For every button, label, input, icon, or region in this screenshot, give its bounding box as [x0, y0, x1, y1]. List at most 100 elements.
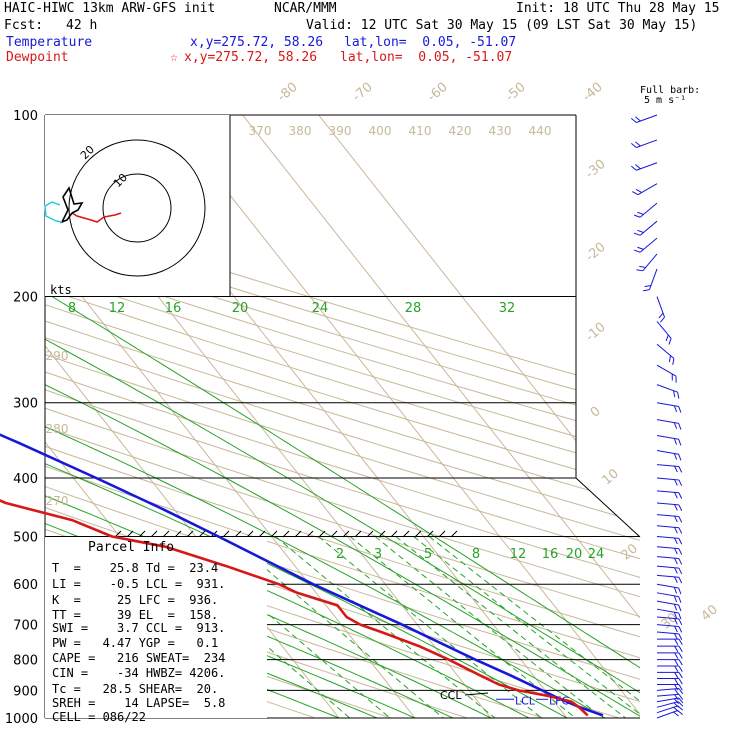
wind-barb-flag: [678, 454, 682, 461]
theta-label: 380: [289, 124, 312, 138]
wind-barb-staff: [656, 449, 679, 455]
barb-legend-title: Full barb:: [640, 85, 701, 96]
wind-barb-flag: [678, 665, 683, 672]
wind-barb-flag: [678, 684, 683, 691]
hodograph-trace-upper: [44, 201, 63, 223]
wind-barb-flag: [678, 638, 683, 646]
wind-barb-staff: [639, 220, 658, 236]
isotherm-label: 40: [699, 602, 721, 624]
parcel-row: Tc = 28.5 SHEAR= 20.: [52, 682, 219, 696]
hatch-mark: [318, 530, 326, 538]
wind-barb-staff: [656, 525, 679, 529]
dry-adiabat-line: [45, 115, 640, 718]
hatch-mark: [174, 530, 182, 538]
barb-legend-units: 5 m s⁻¹: [644, 95, 687, 106]
wind-barb-flag: [668, 355, 671, 363]
pressure-label: 400: [13, 472, 38, 487]
legend-dewpoint: Dewpoint: [6, 50, 69, 65]
dry-adiabat-line: [45, 115, 468, 718]
parcel-row: T = 25.8 Td = 23.4: [52, 561, 219, 575]
isotherm-label: -40: [580, 80, 606, 105]
wind-barb-flag: [630, 165, 637, 171]
dry-adiabat-line: [45, 115, 640, 718]
hodograph-trace-low: [71, 212, 122, 223]
mixing-ratio-label: 20: [232, 301, 249, 316]
isotherm-label: -50: [503, 80, 529, 105]
hatch-mark: [306, 530, 314, 538]
mixing-ratio-label: 28: [405, 301, 422, 316]
wind-barb-staff: [649, 268, 658, 290]
legend-temperature: Temperature: [6, 35, 93, 50]
hatch-mark: [246, 530, 254, 538]
wind-barb-flag: [678, 604, 682, 612]
wind-barb-flag: [678, 652, 683, 659]
lfc-label: LFC: [549, 694, 569, 707]
hatch-mark: [330, 530, 338, 538]
hatch-mark: [186, 530, 194, 538]
wind-barb-staff: [656, 343, 675, 359]
wind-barb-flag: [674, 479, 678, 486]
theta-label-left: 280: [46, 422, 69, 436]
mixing-ratio-label: 20: [566, 547, 583, 562]
hodograph-trace-mid: [60, 186, 84, 224]
wind-barb-flag: [674, 504, 678, 511]
wind-barb-staff: [642, 253, 658, 272]
mixing-ratio-line: [395, 536, 626, 718]
mixing-ratio-label: 8: [472, 547, 480, 562]
wind-barb-staff: [636, 162, 658, 171]
wind-barb-flag: [674, 618, 678, 625]
header-model: HAIC-HIWC 13km ARW-GFS init: [4, 1, 216, 16]
wind-barb-staff: [656, 384, 678, 393]
mixing-ratio-label: 12: [510, 547, 527, 562]
hatch-mark: [198, 530, 206, 538]
hatch-mark: [414, 530, 422, 538]
theta-label: 420: [449, 124, 472, 138]
wind-barb-flag: [678, 479, 683, 487]
wind-barb-flag: [632, 191, 639, 196]
isotherm-label: -20: [583, 240, 609, 265]
hodograph-bg: [45, 115, 230, 296]
wind-barb-flag: [678, 596, 682, 603]
wind-barb-flag: [678, 633, 683, 640]
wind-barb-flag: [674, 465, 678, 473]
wind-barb-staff: [656, 514, 679, 518]
wind-barb-flag: [637, 229, 644, 233]
wind-barb-flag: [673, 422, 678, 429]
dry-adiabat-line: [45, 115, 640, 718]
wind-barb-staff: [656, 464, 679, 468]
wind-barb-flag: [678, 612, 682, 620]
wind-barb-flag: [635, 116, 641, 122]
dewpoint-xy: x,y=275.72, 58.26: [184, 50, 318, 65]
pressure-label: 100: [13, 109, 38, 124]
pressure-label: 600: [13, 578, 38, 593]
wind-barb-flag: [674, 492, 678, 499]
wind-barb-flag: [637, 211, 644, 215]
theta-label: 430: [489, 124, 512, 138]
isotherm-label: 20: [619, 541, 641, 563]
wind-barb-flag: [678, 548, 683, 555]
wind-barb-flag: [678, 618, 683, 626]
wind-barb-staff: [656, 477, 679, 481]
mixing-ratio-label: 16: [165, 301, 182, 316]
wind-barb-flag: [674, 645, 679, 652]
dry-adiabat-line: [45, 115, 640, 718]
wind-barb-flag: [678, 558, 683, 565]
isotherm-label: 30: [659, 610, 681, 632]
wind-barb-flag: [678, 693, 684, 700]
ccl-tick: [464, 692, 489, 696]
parcel-row: SWI = 3.7 CCL = 913.: [52, 621, 226, 635]
header-valid: Valid: 12 UTC Sat 30 May 15 (09 LST Sat …: [306, 18, 698, 33]
dry-adiabat-line: [45, 115, 640, 718]
theta-label-left: 290: [46, 349, 69, 363]
wind-barb-staff: [636, 139, 658, 148]
theta-label: 440: [529, 124, 552, 138]
wind-barb-flag: [674, 548, 678, 555]
hatch-mark: [390, 530, 398, 538]
dry-adiabat-line: [45, 115, 640, 718]
wind-barb-staff: [656, 583, 679, 589]
mixing-ratio-label: 3: [374, 547, 382, 562]
hatch-mark: [450, 530, 458, 538]
hodograph-ring-20: [68, 139, 206, 277]
